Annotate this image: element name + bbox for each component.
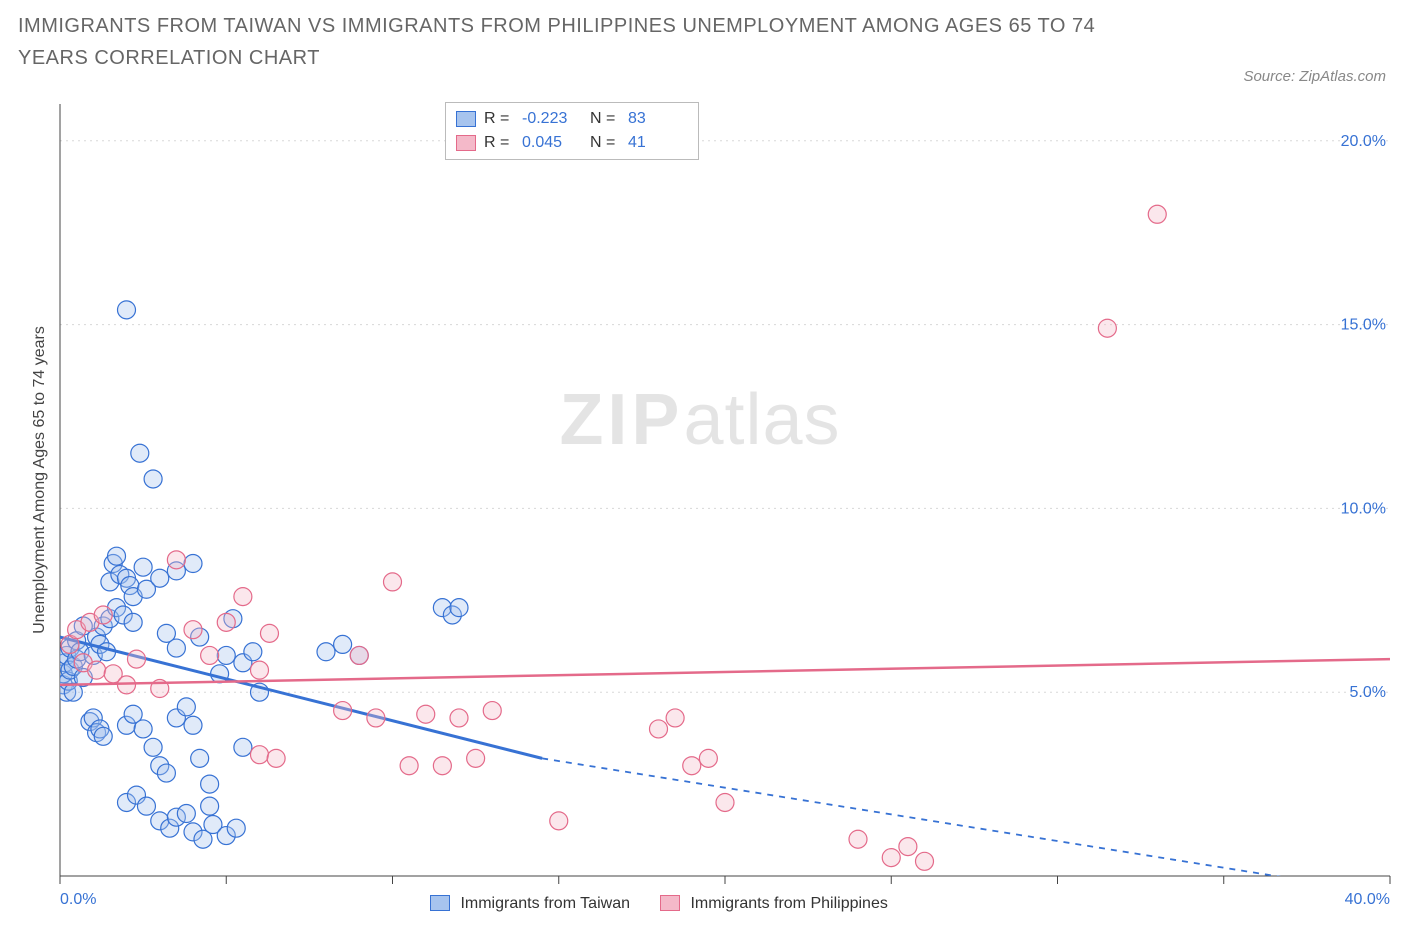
r-label: R = bbox=[484, 131, 514, 155]
swatch-taiwan bbox=[456, 111, 476, 127]
series-legend: Immigrants from Taiwan Immigrants from P… bbox=[430, 895, 888, 913]
n-value-taiwan: 83 bbox=[628, 107, 688, 131]
svg-text:5.0%: 5.0% bbox=[1350, 684, 1386, 701]
svg-text:15.0%: 15.0% bbox=[1341, 317, 1386, 334]
swatch-philippines bbox=[660, 895, 680, 911]
stats-row-philippines: R = 0.045 N = 41 bbox=[456, 131, 688, 155]
svg-text:10.0%: 10.0% bbox=[1341, 500, 1386, 517]
stats-legend: R = -0.223 N = 83 R = 0.045 N = 41 bbox=[445, 102, 699, 160]
n-label: N = bbox=[590, 107, 620, 131]
legend-label-taiwan: Immigrants from Taiwan bbox=[460, 895, 630, 912]
r-value-taiwan: -0.223 bbox=[522, 107, 582, 131]
stats-row-taiwan: R = -0.223 N = 83 bbox=[456, 107, 688, 131]
scatter-chart: 0.0% 40.0% 5.0% 10.0% 15.0% 20.0% bbox=[0, 0, 1406, 930]
r-value-philippines: 0.045 bbox=[522, 131, 582, 155]
legend-item-philippines: Immigrants from Philippines bbox=[660, 895, 888, 913]
swatch-taiwan bbox=[430, 895, 450, 911]
n-label: N = bbox=[590, 131, 620, 155]
svg-text:0.0%: 0.0% bbox=[60, 891, 96, 908]
swatch-philippines bbox=[456, 135, 476, 151]
svg-text:40.0%: 40.0% bbox=[1345, 891, 1390, 908]
n-value-philippines: 41 bbox=[628, 131, 688, 155]
legend-item-taiwan: Immigrants from Taiwan bbox=[430, 895, 630, 913]
r-label: R = bbox=[484, 107, 514, 131]
legend-label-philippines: Immigrants from Philippines bbox=[690, 895, 887, 912]
svg-text:20.0%: 20.0% bbox=[1341, 133, 1386, 150]
